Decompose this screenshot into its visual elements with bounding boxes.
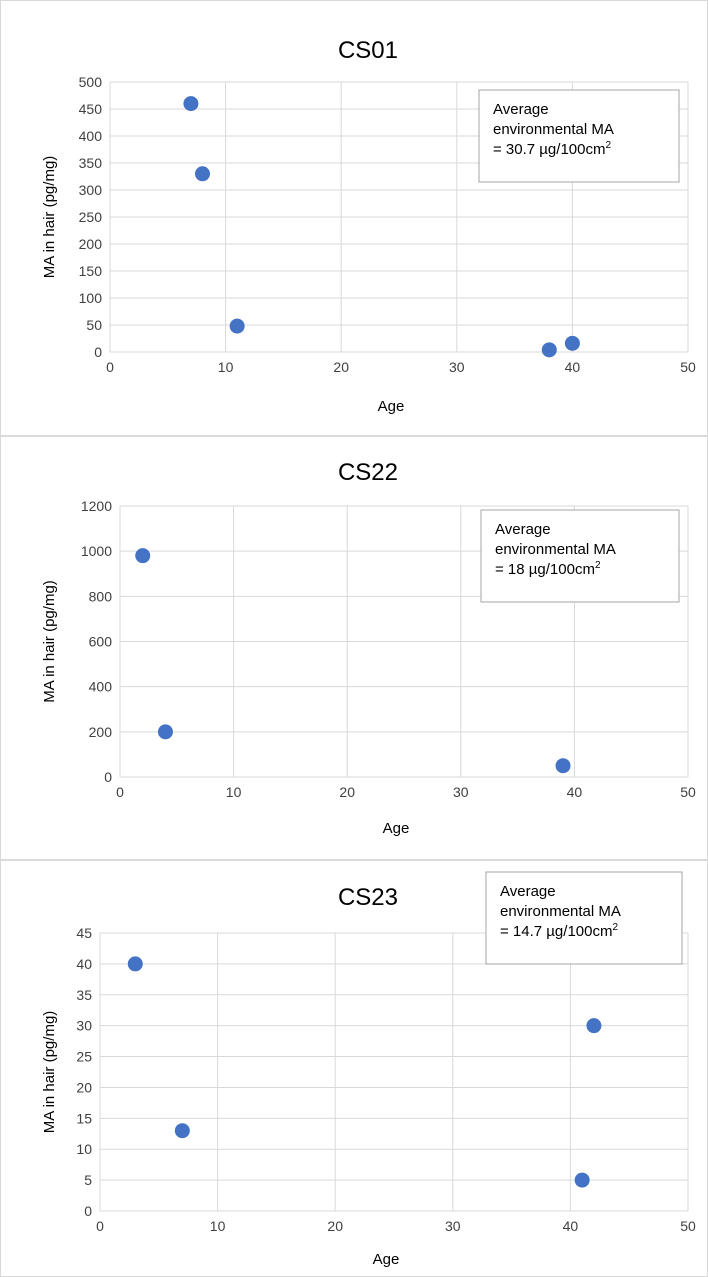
annotation-line-3: = 30.7 µg/100cm2 bbox=[493, 140, 611, 158]
y-tick-label: 400 bbox=[89, 679, 113, 695]
x-tick-label: 20 bbox=[327, 1218, 343, 1234]
y-tick-label: 30 bbox=[76, 1018, 92, 1034]
annotation-superscript: 2 bbox=[595, 560, 601, 571]
data-point bbox=[555, 758, 571, 774]
chart-panel-cs01: 0 50 100 150 200 250 300 350 400 450 500 0 10 20 30 40 5… bbox=[0, 0, 708, 436]
y-tick-label: 450 bbox=[79, 101, 103, 117]
x-tick-label: 10 bbox=[226, 784, 242, 800]
data-point bbox=[574, 1172, 590, 1188]
y-tick-label: 200 bbox=[79, 236, 103, 252]
data-point bbox=[541, 342, 557, 358]
data-point bbox=[174, 1123, 190, 1139]
x-tick-label: 20 bbox=[339, 784, 355, 800]
x-tick-label: 40 bbox=[565, 359, 581, 375]
annotation-superscript: 2 bbox=[605, 140, 611, 151]
x-tick-label: 50 bbox=[680, 359, 696, 375]
y-tick-label: 35 bbox=[76, 987, 92, 1003]
data-point bbox=[564, 335, 580, 351]
annotation-superscript: 2 bbox=[612, 922, 618, 933]
x-tick-label: 0 bbox=[116, 784, 124, 800]
y-tick-label: 1200 bbox=[81, 498, 112, 514]
y-tick-label: 300 bbox=[79, 182, 103, 198]
y-tick-label: 350 bbox=[79, 155, 103, 171]
y-tick-label: 0 bbox=[84, 1203, 92, 1219]
x-axis-label: Age bbox=[383, 820, 410, 837]
chart-title: CS23 bbox=[338, 884, 398, 911]
y-axis-label: MA in hair (pg/mg) bbox=[41, 1011, 58, 1134]
annotation-box bbox=[485, 871, 683, 965]
chart-svg: 0 5 10 15 20 25 30 35 40 45 0 10 20 30 40 50 CS23 Age MA i… bbox=[41, 871, 696, 1268]
x-tick-label: 40 bbox=[563, 1218, 579, 1234]
x-tick-label: 40 bbox=[567, 784, 583, 800]
x-tick-label: 30 bbox=[445, 1218, 461, 1234]
x-tick-label: 20 bbox=[333, 359, 349, 375]
y-tick-label: 250 bbox=[79, 209, 103, 225]
chart-svg: 0 200 400 600 800 1000 1200 0 10 20 30 40 50 CS22 Age M… bbox=[41, 459, 696, 837]
data-point bbox=[183, 96, 199, 112]
y-tick-label: 150 bbox=[79, 263, 103, 279]
x-tick-label: 50 bbox=[680, 1218, 696, 1234]
y-tick-label: 200 bbox=[89, 724, 113, 740]
chart-svg: 0 50 100 150 200 250 300 350 400 450 500 0 10 20 30 40 5… bbox=[41, 37, 696, 415]
chart-panel-cs23: 0 5 10 15 20 25 30 35 40 45 0 10 20 30 40 50 CS23 Age MA i… bbox=[0, 860, 708, 1277]
y-tick-label: 0 bbox=[94, 344, 102, 360]
y-tick-label: 600 bbox=[89, 634, 113, 650]
y-tick-label: 5 bbox=[84, 1172, 92, 1188]
x-tick-label: 30 bbox=[453, 784, 469, 800]
y-tick-label: 800 bbox=[89, 588, 113, 604]
y-tick-label: 45 bbox=[76, 925, 92, 941]
y-tick-label: 100 bbox=[79, 290, 103, 306]
chart-panel-cs22: 0 200 400 600 800 1000 1200 0 10 20 30 40 50 CS22 Age M… bbox=[0, 436, 708, 860]
annotation-line-2: environmental MA bbox=[500, 903, 621, 920]
y-tick-label: 25 bbox=[76, 1049, 92, 1065]
x-tick-label: 0 bbox=[106, 359, 114, 375]
y-tick-label: 40 bbox=[76, 956, 92, 972]
x-axis-label: Age bbox=[378, 398, 405, 415]
data-point bbox=[157, 724, 173, 740]
chart-title: CS22 bbox=[338, 459, 398, 486]
annotation-line-2: environmental MA bbox=[493, 121, 614, 138]
annotation-line-1: Average bbox=[500, 883, 556, 900]
annotation-line-1: Average bbox=[495, 521, 551, 538]
annotation-line-3: = 18 µg/100cm2 bbox=[495, 560, 601, 578]
x-tick-label: 10 bbox=[218, 359, 234, 375]
annotation-line-1: Average bbox=[493, 101, 549, 118]
y-tick-label: 50 bbox=[86, 317, 102, 333]
y-tick-label: 400 bbox=[79, 128, 103, 144]
y-tick-label: 10 bbox=[76, 1141, 92, 1157]
y-tick-label: 0 bbox=[104, 769, 112, 785]
data-point bbox=[586, 1018, 602, 1034]
annotation-line-2: environmental MA bbox=[495, 541, 616, 558]
y-tick-label: 15 bbox=[76, 1110, 92, 1126]
data-point bbox=[127, 956, 143, 972]
x-tick-label: 30 bbox=[449, 359, 465, 375]
y-tick-label: 1000 bbox=[81, 543, 112, 559]
data-point bbox=[135, 548, 151, 564]
x-tick-label: 0 bbox=[96, 1218, 104, 1234]
annotation-line-3: = 14.7 µg/100cm2 bbox=[500, 922, 618, 940]
x-tick-label: 10 bbox=[210, 1218, 226, 1234]
x-tick-label: 50 bbox=[680, 784, 696, 800]
data-point bbox=[194, 166, 210, 182]
annotation-box bbox=[480, 509, 680, 603]
chart-title: CS01 bbox=[338, 37, 398, 64]
data-point bbox=[229, 318, 245, 334]
annotation-box bbox=[478, 89, 680, 183]
y-tick-label: 20 bbox=[76, 1079, 92, 1095]
x-axis-label: Age bbox=[373, 1251, 400, 1268]
y-axis-label: MA in hair (pg/mg) bbox=[41, 580, 58, 703]
y-tick-label: 500 bbox=[79, 74, 103, 90]
y-axis-label: MA in hair (pg/mg) bbox=[41, 156, 58, 279]
